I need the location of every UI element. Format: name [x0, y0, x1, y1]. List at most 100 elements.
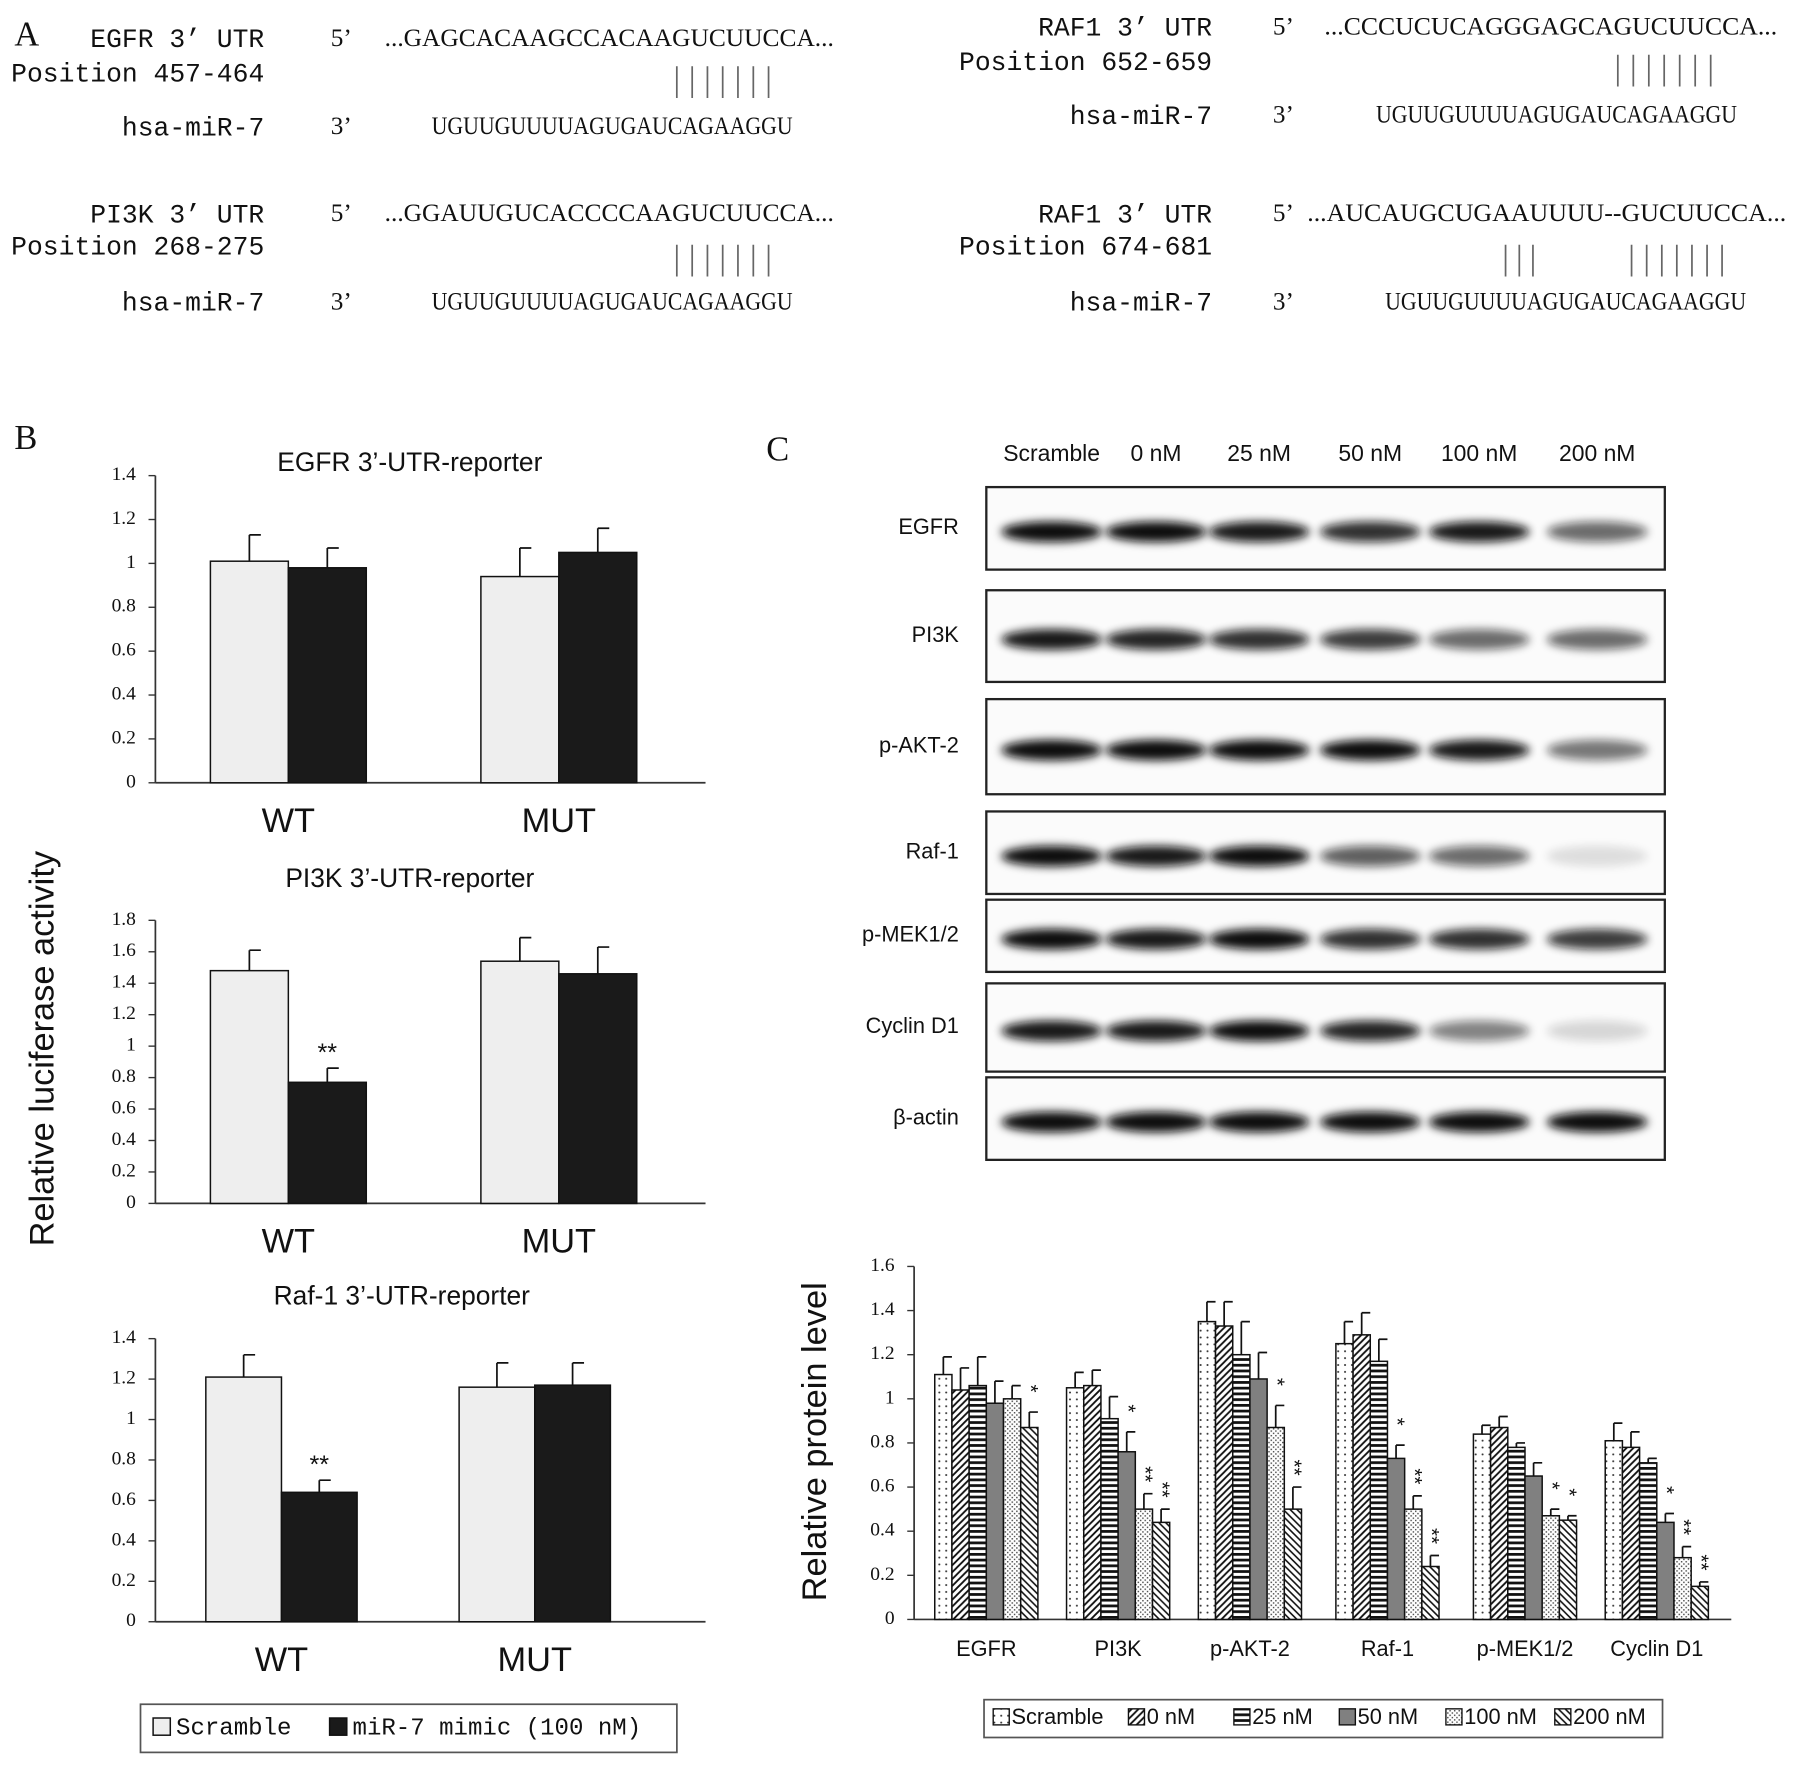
legend-swatch	[1445, 1708, 1463, 1726]
error-bar	[571, 1362, 585, 1386]
error-bar	[1647, 1457, 1657, 1463]
x-tick-label: WT	[262, 802, 315, 840]
x-tick-label: MUT	[522, 1223, 596, 1261]
mirna-label: hsa-miR-7	[1070, 102, 1212, 132]
y-tick-label: 1.2	[112, 1368, 136, 1389]
mirna-label: hsa-miR-7	[122, 289, 264, 319]
panel-label: A	[14, 16, 39, 54]
bar	[1214, 1325, 1234, 1621]
bar	[1541, 1515, 1561, 1621]
y-tick-label: 0.4	[112, 1129, 137, 1150]
bar	[968, 1384, 988, 1621]
error-bar	[959, 1367, 970, 1390]
bar	[1621, 1446, 1641, 1621]
error-bar	[1108, 1395, 1119, 1419]
y-tick-label: 1.2	[112, 508, 136, 529]
significance-label: **	[1672, 1519, 1695, 1535]
blot-row-label: PI3K	[912, 622, 960, 647]
blot-column-label: Scramble	[1003, 440, 1100, 466]
error-bar	[1028, 1411, 1038, 1428]
bar	[1472, 1433, 1492, 1621]
blot-band	[1319, 521, 1421, 543]
y-tick-label: 1	[126, 1408, 136, 1429]
bar	[1604, 1439, 1624, 1621]
utr-sequence: ...AUCAUGCUGAAUUUU--GUCUUCCA...	[1307, 200, 1786, 227]
significance-label: *	[1019, 1385, 1042, 1393]
bar	[1151, 1521, 1171, 1621]
legend-swatch	[328, 1717, 348, 1736]
error-bar	[242, 1353, 256, 1378]
legend-label: Scramble	[1012, 1704, 1104, 1729]
mirna-sequence: UGUUGUUUUAGUGAUCAGAAGGU	[432, 288, 793, 315]
bar	[1558, 1519, 1578, 1621]
significance-label: **	[1282, 1460, 1305, 1476]
x-tick-label: Raf-1	[1361, 1636, 1414, 1661]
y-tick-label: 1.6	[112, 940, 137, 961]
significance-label: **	[1403, 1468, 1426, 1484]
five-prime: 5’	[1273, 200, 1294, 227]
mirna-sequence: UGUUGUUUUAGUGAUCAGAAGGU	[432, 113, 793, 140]
y-tick-label: 1	[885, 1387, 895, 1408]
chart-title: EGFR 3’-UTR-reporter	[277, 447, 542, 477]
bar	[480, 960, 560, 1205]
x-tick-label: WT	[255, 1641, 308, 1679]
blot-band	[1546, 739, 1648, 761]
mirna-label: hsa-miR-7	[122, 113, 264, 143]
y-tick-label: 1.4	[870, 1299, 895, 1320]
blot-band	[1105, 739, 1207, 761]
blot-band	[1319, 1111, 1421, 1133]
mirna-sequence: UGUUGUUUUAGUGAUCAGAAGGU	[1376, 102, 1737, 129]
bar	[480, 575, 560, 784]
blot-band	[1001, 629, 1103, 650]
error-bar	[1481, 1424, 1491, 1435]
three-prime: 3’	[1273, 102, 1294, 129]
error-bar	[318, 1479, 331, 1493]
y-tick-label: 0.8	[112, 1448, 136, 1469]
significance-label: *	[1655, 1486, 1678, 1494]
blot-band	[1208, 1020, 1310, 1042]
mirna-label: hsa-miR-7	[1070, 289, 1212, 319]
x-tick-label: MUT	[498, 1641, 572, 1679]
blot-column-label: 25 nM	[1227, 440, 1291, 466]
significance-label: **	[1420, 1528, 1443, 1544]
y-tick-label: 0.2	[112, 1160, 136, 1181]
y-tick-label: 0	[126, 771, 136, 792]
blot-band	[1208, 629, 1310, 650]
blot-band	[1105, 1020, 1207, 1042]
y-tick-label: 1	[126, 1035, 136, 1056]
bar	[1335, 1342, 1354, 1621]
x-tick-label: p-AKT-2	[1210, 1636, 1290, 1661]
bar	[558, 973, 638, 1205]
blot-band	[1546, 1111, 1648, 1133]
blot-band	[1208, 739, 1310, 761]
blot-band	[1319, 845, 1421, 867]
blot-band	[1001, 1111, 1103, 1133]
bar	[1421, 1565, 1440, 1621]
significance-label: *	[1116, 1404, 1139, 1412]
pairing: |||	[1502, 239, 1536, 277]
five-prime: 5’	[331, 25, 352, 52]
utr-position: Position 674-681	[959, 233, 1212, 263]
x-tick-label: WT	[262, 1223, 315, 1261]
chart-title: Raf-1 3’-UTR-reporter	[274, 1280, 531, 1310]
error-bar	[326, 1067, 339, 1083]
blot-band	[1546, 928, 1648, 950]
y-tick-label: 0	[126, 1610, 136, 1631]
blot-band	[1105, 845, 1207, 867]
blot-band	[1428, 1111, 1530, 1133]
significance-label: **	[1689, 1554, 1712, 1570]
error-bar	[1143, 1492, 1153, 1510]
five-prime: 5’	[1273, 13, 1294, 40]
legend-label: 100 nM	[1464, 1704, 1537, 1729]
bar	[205, 1376, 283, 1623]
bar	[1352, 1334, 1372, 1621]
blot-band	[1105, 521, 1207, 543]
bar	[1249, 1378, 1268, 1621]
blot-band	[1546, 521, 1648, 543]
bar	[1082, 1384, 1102, 1621]
blot-band	[1319, 928, 1421, 950]
blot-band	[1208, 521, 1310, 543]
bar	[1065, 1387, 1085, 1621]
significance-label: **	[1133, 1466, 1156, 1482]
blot-band	[1546, 629, 1648, 650]
